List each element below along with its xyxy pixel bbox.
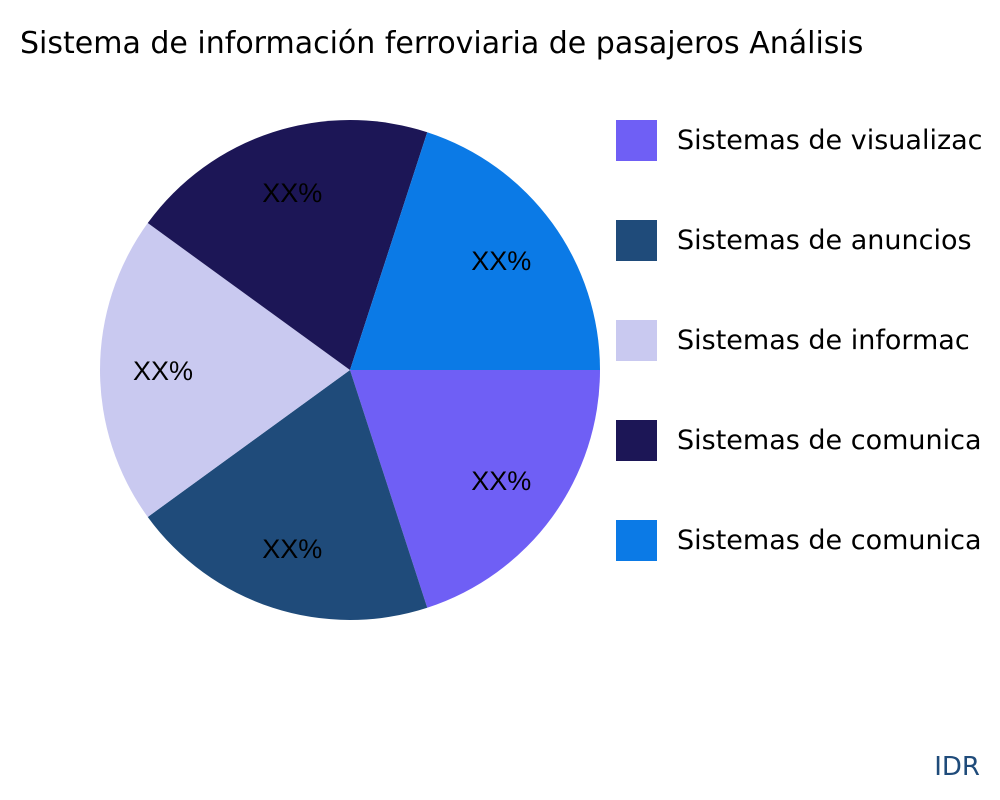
legend-item: Sistemas de visualizac bbox=[616, 119, 983, 161]
legend-swatch bbox=[616, 219, 657, 261]
legend-item: Sistemas de anuncios bbox=[616, 219, 972, 261]
pie-slice bbox=[100, 223, 350, 517]
slice-data-label: XX% bbox=[133, 356, 193, 386]
legend-swatch bbox=[616, 119, 657, 161]
chart-title: Sistema de información ferroviaria de pa… bbox=[20, 26, 864, 61]
legend-item: Sistemas de comunica bbox=[616, 419, 982, 461]
legend-label: Sistemas de comunica bbox=[677, 524, 982, 556]
pie-slice bbox=[147, 370, 428, 620]
legend-label: Sistemas de visualizac bbox=[677, 124, 983, 156]
pie-slice bbox=[350, 132, 600, 370]
pie-slice bbox=[350, 370, 600, 608]
slice-data-label: XX% bbox=[471, 246, 531, 276]
legend-item: Sistemas de informac bbox=[616, 319, 970, 361]
legend-swatch bbox=[616, 519, 657, 561]
slice-data-label: XX% bbox=[471, 466, 531, 496]
legend-item: Sistemas de comunica bbox=[616, 519, 982, 561]
legend-label: Sistemas de anuncios bbox=[677, 224, 972, 256]
legend-swatch bbox=[616, 319, 657, 361]
slice-data-label: XX% bbox=[262, 178, 322, 208]
pie-slice bbox=[147, 120, 428, 370]
legend-swatch bbox=[616, 419, 657, 461]
brand-watermark: IDR bbox=[934, 752, 980, 782]
legend-label: Sistemas de informac bbox=[677, 324, 970, 356]
slice-data-label: XX% bbox=[262, 534, 322, 564]
legend-label: Sistemas de comunica bbox=[677, 424, 982, 456]
